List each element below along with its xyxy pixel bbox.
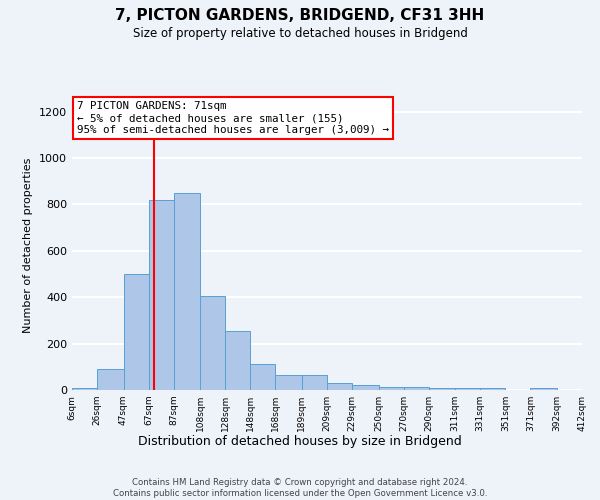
Bar — [352, 386, 379, 390]
Bar — [429, 388, 455, 390]
Y-axis label: Number of detached properties: Number of detached properties — [23, 158, 34, 332]
Bar — [480, 388, 505, 390]
Bar — [149, 200, 174, 390]
Text: Contains HM Land Registry data © Crown copyright and database right 2024.
Contai: Contains HM Land Registry data © Crown c… — [113, 478, 487, 498]
Bar — [250, 364, 275, 390]
Bar — [455, 388, 480, 390]
Bar — [72, 388, 97, 390]
Bar — [200, 296, 225, 390]
Text: 7, PICTON GARDENS, BRIDGEND, CF31 3HH: 7, PICTON GARDENS, BRIDGEND, CF31 3HH — [115, 8, 485, 22]
Bar — [327, 383, 352, 390]
Bar — [275, 375, 302, 390]
Bar — [302, 375, 327, 390]
Bar — [124, 274, 149, 390]
Bar — [379, 387, 404, 390]
Text: Distribution of detached houses by size in Bridgend: Distribution of detached houses by size … — [138, 435, 462, 448]
Bar — [530, 388, 557, 390]
Bar — [225, 331, 250, 390]
Bar — [174, 193, 200, 390]
Text: Size of property relative to detached houses in Bridgend: Size of property relative to detached ho… — [133, 28, 467, 40]
Bar — [97, 369, 124, 390]
Text: 7 PICTON GARDENS: 71sqm
← 5% of detached houses are smaller (155)
95% of semi-de: 7 PICTON GARDENS: 71sqm ← 5% of detached… — [77, 102, 389, 134]
Bar — [404, 387, 429, 390]
